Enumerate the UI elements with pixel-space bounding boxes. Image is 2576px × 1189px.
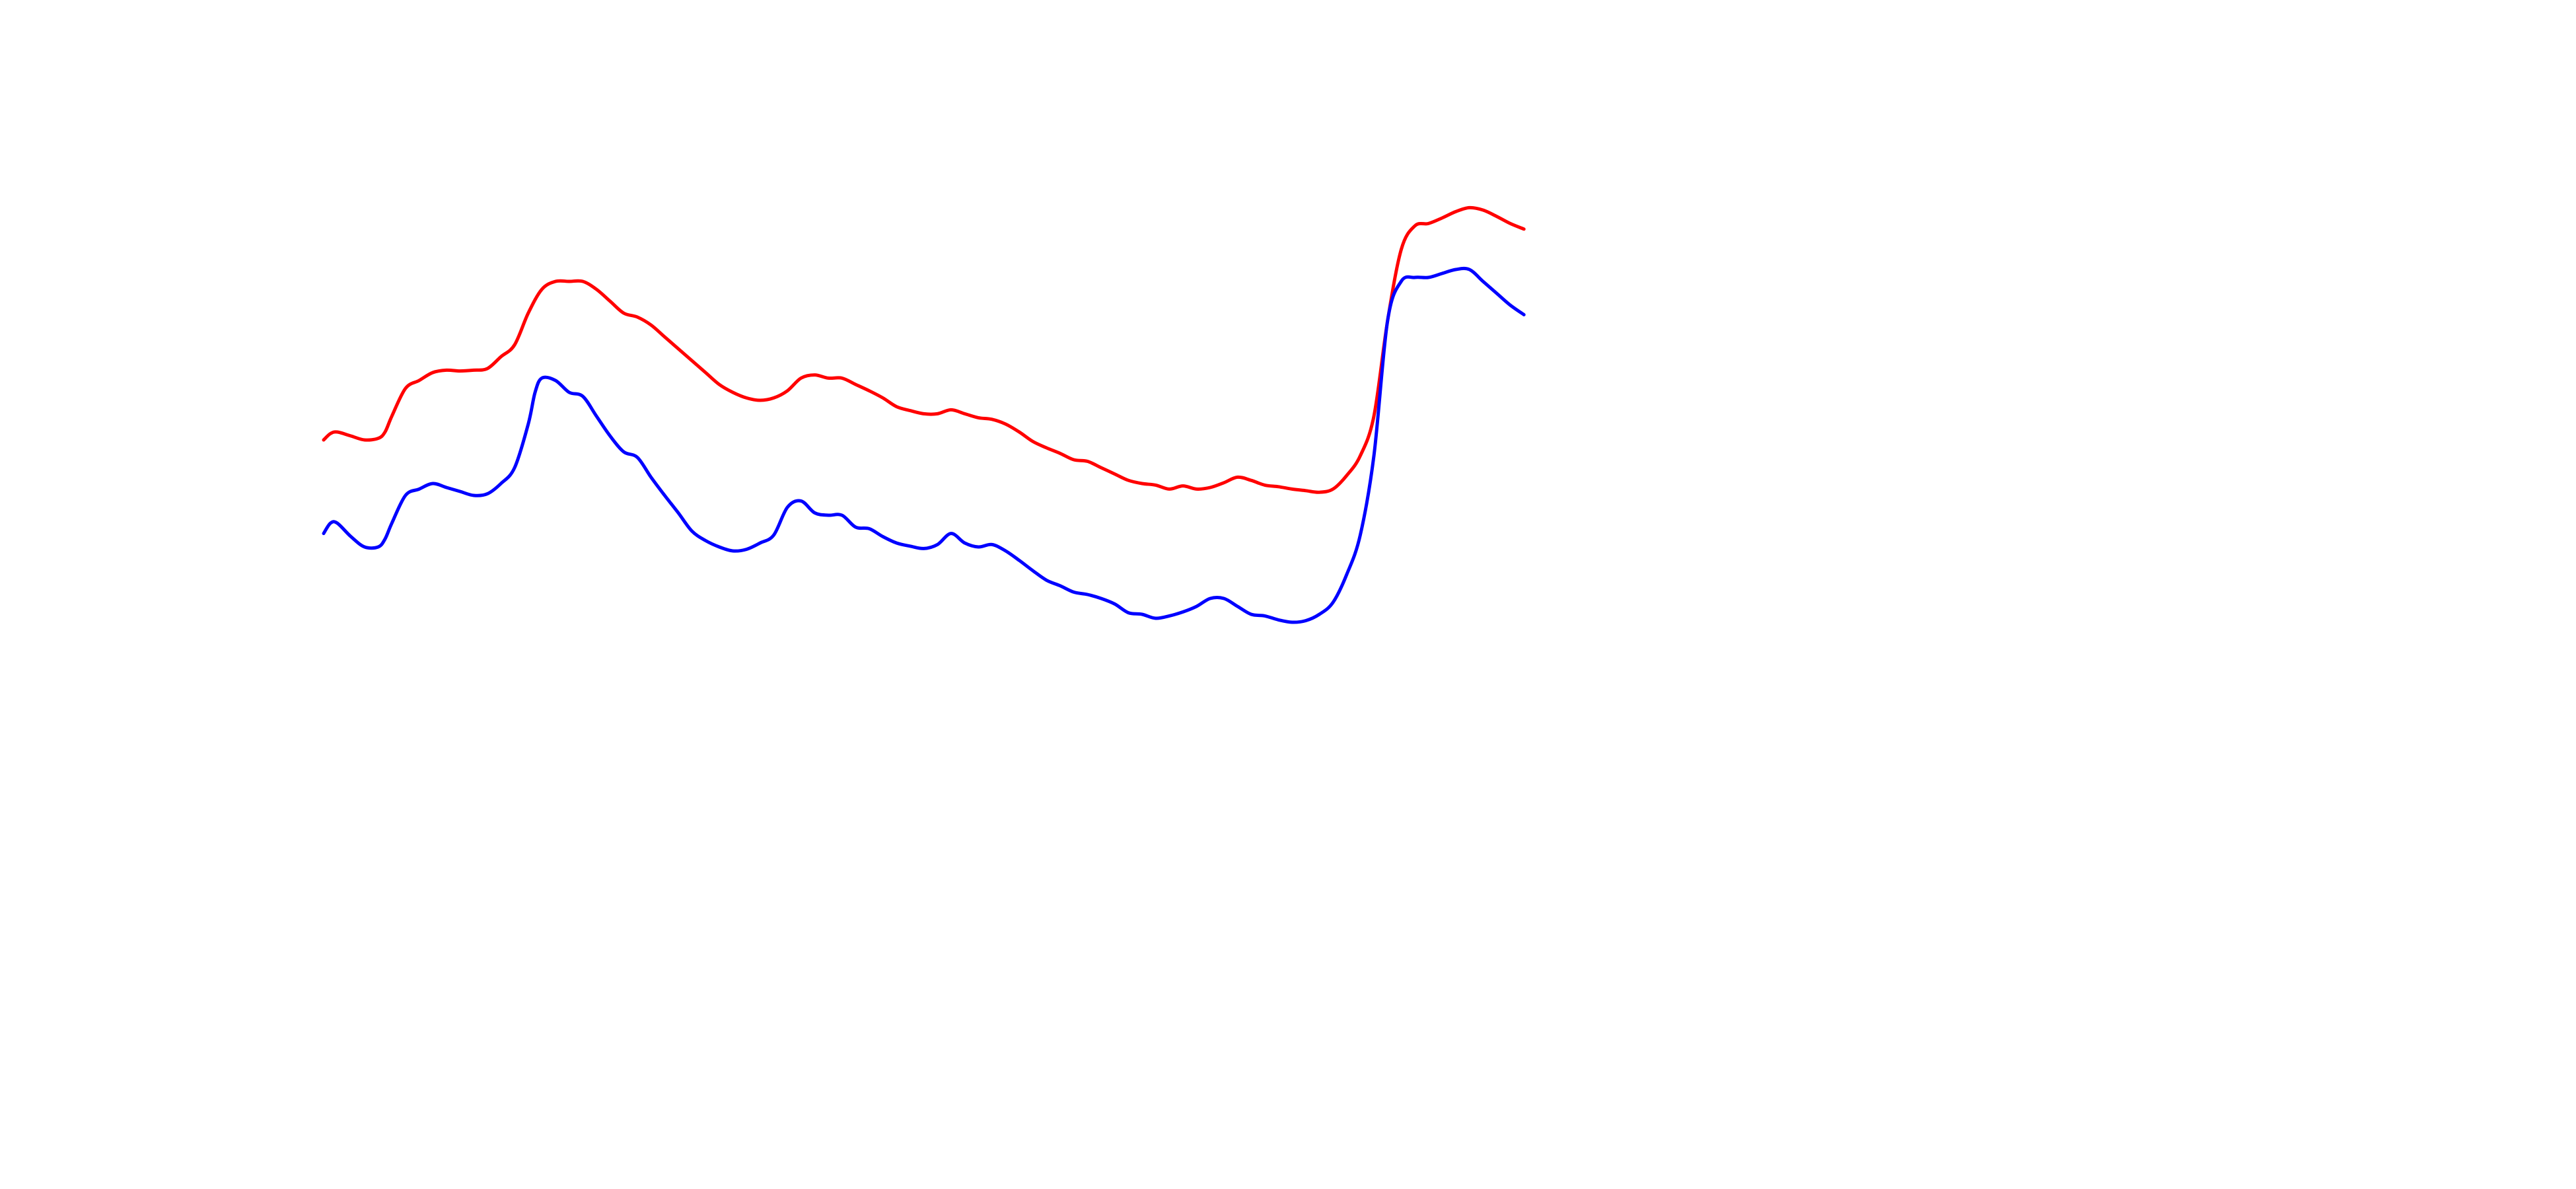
series-line-red bbox=[322, 205, 1526, 494]
series-line-blue bbox=[322, 266, 1526, 624]
series-layer bbox=[322, 205, 1526, 624]
